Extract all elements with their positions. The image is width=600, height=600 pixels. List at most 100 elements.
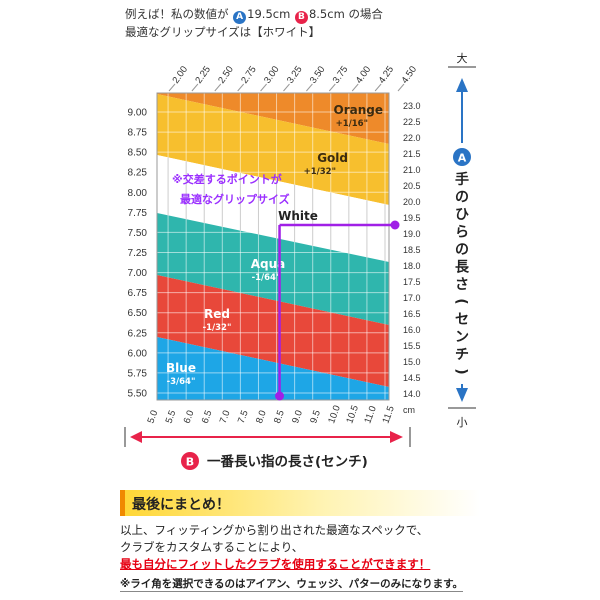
right-label-char: さ (455, 277, 469, 293)
bottom-badge-b-letter: B (186, 456, 194, 469)
right-tick-label: 16.0 (403, 325, 421, 335)
left-tick-label: 7.25 (128, 248, 148, 259)
right-label-char: ( (453, 298, 469, 304)
top-tick-label: 4.00 (354, 64, 374, 85)
bottom-tick-label: 10.0 (326, 404, 343, 425)
band-labels: Orange +1/16" Gold +1/32" White Aqua -1/64" Red… (166, 103, 383, 387)
callout-line-1: ※交差するポイントが (172, 172, 282, 186)
left-tick-label: 7.75 (128, 208, 148, 219)
band-label-aqua: Aqua (251, 257, 286, 271)
top-tick-mark (328, 83, 336, 92)
example-point-palm (390, 220, 400, 230)
left-tick-label: 7.00 (128, 268, 148, 279)
left-tick-label: 6.00 (128, 348, 148, 359)
top-tick-mark (168, 83, 176, 92)
bottom-label-text: 一番長い指の長さ(センチ) (207, 453, 368, 470)
left-tick-label: 9.00 (128, 108, 148, 119)
summary-title: 最後にまとめ！ (132, 497, 230, 513)
right-label-char: の (455, 190, 469, 206)
bottom-tick-label: 5.0 (145, 409, 160, 425)
top-tick-label: 4.25 (377, 64, 397, 85)
right-badge-a-letter: A (458, 152, 467, 165)
grip-size-chart: Orange +1/16" Gold +1/32" White Aqua -1/64" Red… (124, 51, 476, 470)
left-tick-label: 8.75 (128, 128, 148, 139)
example-lines (275, 220, 400, 401)
top-tick-mark (237, 83, 245, 92)
top-tick-mark (191, 83, 199, 92)
left-tick-label: 8.00 (128, 188, 148, 199)
right-label-char: 長 (455, 260, 470, 276)
band-label-orange: Orange (334, 103, 384, 117)
band-label-blue: Blue (166, 361, 196, 375)
left-tick-label: 6.25 (128, 328, 148, 339)
right-tick-label: 15.5 (403, 341, 421, 351)
left-tick-label: 5.75 (128, 368, 148, 379)
band-label-white: White (278, 209, 318, 223)
right-label-char: ン (455, 330, 469, 346)
right-label-char: セ (455, 312, 469, 328)
intro-text: 例えば！私の数値が A 19.5cm B 8.5cm の場合 最適なグリップサイズは… (125, 6, 475, 41)
right-tick-label: 16.5 (403, 309, 421, 319)
callout-line-2: 最適なグリップサイズ (180, 192, 290, 206)
band-size-orange: +1/16" (336, 119, 368, 129)
intro-value-a: 19.5cm (247, 7, 291, 21)
left-tick-label: 5.50 (128, 389, 148, 400)
right-badge-a (453, 148, 471, 166)
right-tick-label: 19.0 (403, 229, 421, 239)
top-tick-mark (374, 83, 382, 92)
band-label-red: Red (204, 307, 230, 321)
top-tick-label: 2.00 (170, 64, 190, 85)
intro-line-2: 最適なグリップサイズは【ホワイト】 (125, 25, 321, 39)
bottom-tick-label: 5.5 (164, 409, 179, 425)
left-tick-label: 8.50 (128, 148, 148, 159)
bottom-tick-label: 11.5 (380, 405, 396, 425)
right-label-char: ひ (455, 207, 469, 223)
band-size-blue: -3/64" (167, 377, 196, 387)
left-tick-label: 7.50 (128, 228, 148, 239)
bottom-tick-label: 10.5 (344, 404, 361, 425)
left-tick-label: 8.25 (128, 168, 148, 179)
band-size-red: -1/32" (203, 323, 232, 333)
right-tick-label: 21.5 (403, 149, 421, 159)
left-tick-label: 6.75 (128, 288, 148, 299)
right-tick-label: 22.5 (403, 117, 421, 127)
right-tick-label: 22.0 (403, 133, 421, 143)
top-tick-label: 2.25 (193, 64, 213, 85)
top-tick-mark (397, 83, 405, 92)
summary-line-2: クラブをカスタムすることにより、 (120, 540, 304, 554)
right-axis-ticks: 23.0 22.5 22.0 21.5 21.0 20.5 20.0 19.5 19.0 18.5… (403, 101, 421, 399)
top-tick-mark (260, 83, 267, 92)
bottom-tick-label: 8.5 (272, 409, 287, 425)
top-tick-label: 3.25 (285, 64, 305, 85)
right-label-char: の (455, 242, 469, 258)
right-label-char: 手 (455, 171, 469, 188)
intro-value-b: 8.5cm (308, 7, 345, 21)
top-tick-mark (214, 83, 222, 92)
top-axis-ticks: 2.00 2.25 2.50 2.75 3.00 3.25 3.50 3.75 4.00 4.25… (168, 64, 419, 92)
top-tick-label: 3.50 (308, 64, 328, 85)
bottom-arrow-right-head (390, 431, 403, 443)
intro-line-1: 例えば！私の数値が A 19.5cm B 8.5cm の場合 (125, 6, 475, 24)
right-label-char: ) (453, 368, 469, 374)
bottom-tick-label: 8.0 (254, 409, 269, 425)
right-arrow-down-head (456, 388, 468, 402)
right-tick-label: 20.0 (403, 197, 421, 207)
right-tick-label: 21.0 (403, 165, 421, 175)
bottom-tick-label: 7.5 (236, 409, 251, 425)
right-tick-label: 14.0 (403, 389, 421, 399)
right-tick-label: 18.5 (403, 245, 421, 255)
right-tick-label: 17.5 (403, 277, 421, 287)
summary-header: 最後にまとめ！ (120, 490, 480, 516)
example-point-finger (275, 391, 285, 401)
top-tick-label: 2.50 (216, 64, 236, 85)
bottom-tick-label: 6.5 (200, 409, 215, 425)
bottom-tick-label: 9.5 (308, 409, 323, 425)
top-tick-label: 3.00 (262, 64, 282, 85)
summary-line-1: 以上、フィッティングから割り出された最適なスペックで、 (120, 523, 429, 537)
right-tick-label: 15.0 (403, 357, 421, 367)
summary-line-3: 最も自分にフィットしたクラブを使用することができます！ (120, 557, 431, 571)
bottom-tick-label: 11.0 (362, 405, 378, 425)
right-tick-label: 17.0 (403, 293, 421, 303)
